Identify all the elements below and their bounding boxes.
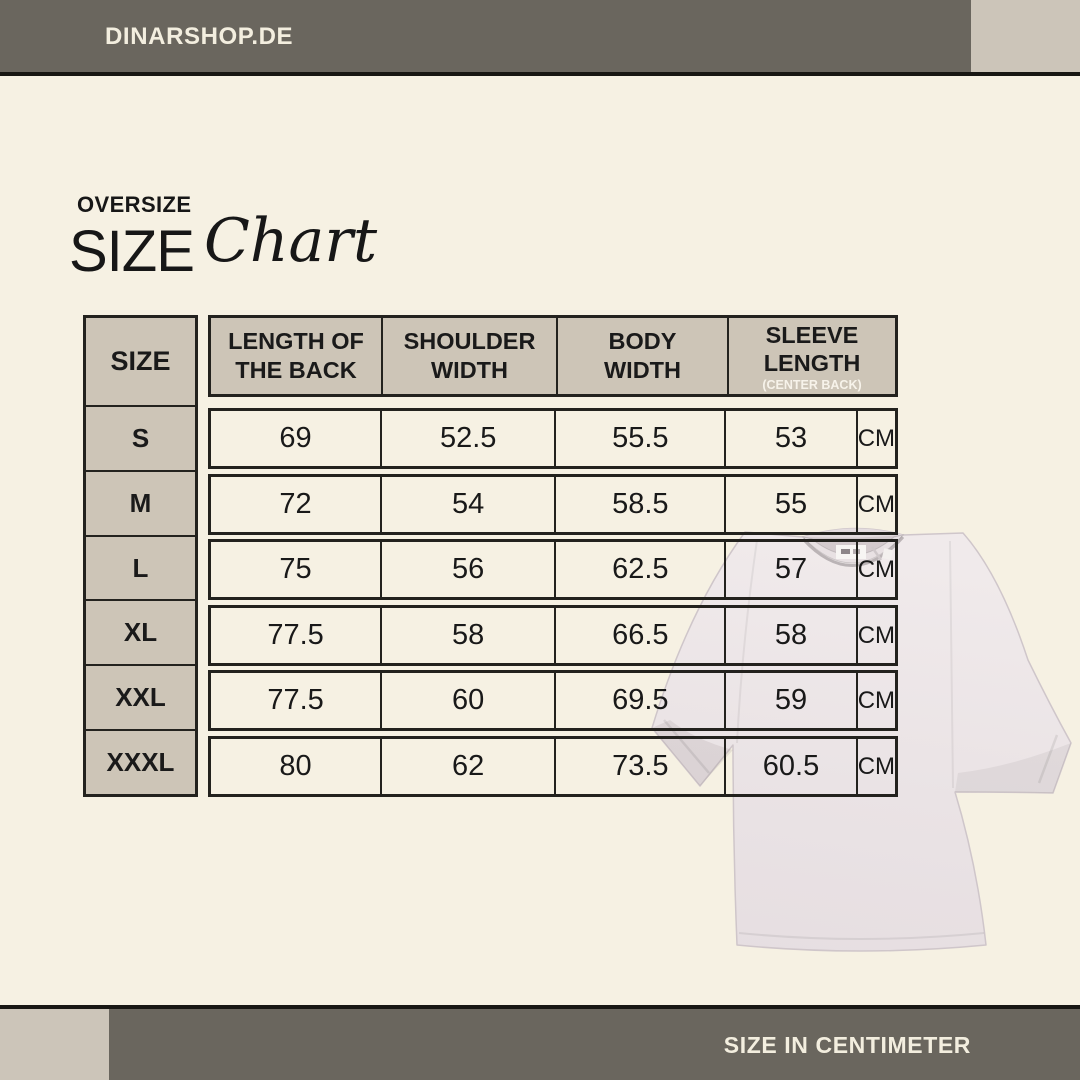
size-cell-xxl: XXL xyxy=(86,666,195,732)
table-header-row: LENGTH OF THE BACK SHOULDER WIDTH BODY W… xyxy=(208,315,898,397)
header-shoulder-width: SHOULDER WIDTH xyxy=(383,318,558,394)
cell-body-width: 58.5 xyxy=(556,477,727,532)
header-line: WIDTH xyxy=(603,357,681,383)
cell-length-back: 80 xyxy=(211,739,383,794)
size-column: SIZE S M L XL XXL XXXL xyxy=(83,315,198,797)
cell-body-width: 55.5 xyxy=(556,411,727,466)
header-line: LENGTH xyxy=(763,350,861,377)
top-bar-accent-block xyxy=(971,0,1080,72)
top-bar: DINARSHOP.DE xyxy=(0,0,1080,72)
cell-length-back: 75 xyxy=(211,542,383,597)
cell-sleeve-length: 55 xyxy=(726,477,858,532)
table-row-m: 72 54 58.5 55 CM xyxy=(208,474,898,535)
size-cell-l: L xyxy=(86,537,195,602)
header-line: BODY xyxy=(608,328,677,355)
header-line: SHOULDER xyxy=(403,328,536,355)
cell-shoulder-width: 62 xyxy=(382,739,557,794)
header-sleeve-length: SLEEVE LENGTH (CENTER BACK) xyxy=(729,318,895,394)
size-cell-xl: XL xyxy=(86,601,195,667)
cell-unit: CM xyxy=(857,686,896,714)
collar xyxy=(801,534,905,564)
header-line: WIDTH xyxy=(430,357,508,383)
cell-sleeve-length: 53 xyxy=(726,411,858,466)
cell-shoulder-width: 56 xyxy=(382,542,557,597)
header-line: SLEEVE xyxy=(765,321,859,348)
bottom-bar-accent-block xyxy=(0,1009,109,1080)
cell-unit: CM xyxy=(857,490,896,518)
cell-sleeve-length: 58 xyxy=(726,608,858,663)
cell-length-back: 69 xyxy=(211,411,383,466)
page-title-script: Chart xyxy=(204,206,378,276)
cell-body-width: 66.5 xyxy=(556,608,727,663)
table-row-s: 69 52.5 55.5 53 CM xyxy=(208,408,898,469)
cell-unit: CM xyxy=(857,555,896,583)
bottom-divider xyxy=(0,1005,1080,1009)
cell-length-back: 77.5 xyxy=(211,608,383,663)
bottom-bar: SIZE IN CENTIMETER xyxy=(0,1009,1080,1080)
size-cell-m: M xyxy=(86,472,195,537)
cell-sleeve-length: 57 xyxy=(726,542,858,597)
cell-shoulder-width: 58 xyxy=(382,608,557,663)
size-cell-s: S xyxy=(86,407,195,472)
top-divider xyxy=(0,72,1080,76)
header-line: THE BACK xyxy=(235,357,357,383)
cell-sleeve-length: 59 xyxy=(726,673,858,728)
table-row-l: 75 56 62.5 57 CM xyxy=(208,539,898,600)
cell-sleeve-length: 60.5 xyxy=(726,739,858,794)
header-note: (CENTER BACK) xyxy=(762,377,862,392)
page-title: SIZE xyxy=(69,219,195,284)
header-body-width: BODY WIDTH xyxy=(558,318,729,394)
cell-unit: CM xyxy=(857,621,896,649)
shirt-body xyxy=(651,527,1072,952)
cell-body-width: 73.5 xyxy=(556,739,727,794)
cell-length-back: 72 xyxy=(211,477,383,532)
header-length-back: LENGTH OF THE BACK xyxy=(211,318,383,394)
title-kicker: OVERSIZE xyxy=(77,192,192,217)
table-row-xl: 77.5 58 66.5 58 CM xyxy=(208,605,898,666)
cell-shoulder-width: 52.5 xyxy=(382,411,557,466)
neck-label xyxy=(836,545,894,561)
header-line: LENGTH OF xyxy=(228,328,364,355)
cell-shoulder-width: 54 xyxy=(382,477,557,532)
brand-name: DINARSHOP.DE xyxy=(105,23,294,50)
cell-length-back: 77.5 xyxy=(211,673,383,728)
cell-unit: CM xyxy=(857,424,896,452)
table-row-xxl: 77.5 60 69.5 59 CM xyxy=(208,670,898,731)
table-row-xxxl: 80 62 73.5 60.5 CM xyxy=(208,736,898,797)
cell-body-width: 62.5 xyxy=(556,542,727,597)
size-column-header: SIZE xyxy=(86,318,195,407)
cell-shoulder-width: 60 xyxy=(382,673,557,728)
size-cell-xxxl: XXXL xyxy=(106,747,175,778)
unit-note: SIZE IN CENTIMETER xyxy=(723,1032,971,1058)
cell-body-width: 69.5 xyxy=(556,673,727,728)
cell-unit: CM xyxy=(857,752,896,780)
